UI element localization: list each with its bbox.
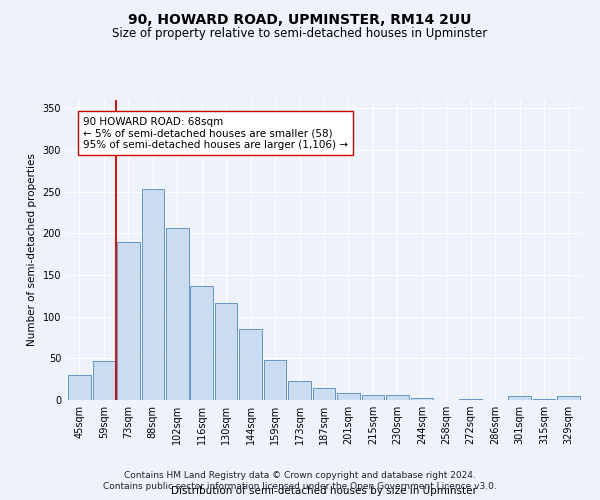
Bar: [239, 329, 262, 400]
Y-axis label: Number of semi-detached properties: Number of semi-detached properties: [27, 154, 37, 346]
Bar: [190, 286, 213, 400]
Bar: [362, 395, 384, 400]
Text: Contains HM Land Registry data © Crown copyright and database right 2024.: Contains HM Land Registry data © Crown c…: [124, 471, 476, 480]
Bar: [533, 399, 556, 400]
Bar: [557, 396, 580, 400]
Bar: [215, 304, 238, 400]
Text: 90 HOWARD ROAD: 68sqm
← 5% of semi-detached houses are smaller (58)
95% of semi-: 90 HOWARD ROAD: 68sqm ← 5% of semi-detac…: [83, 116, 348, 150]
Text: Contains public sector information licensed under the Open Government Licence v3: Contains public sector information licen…: [103, 482, 497, 491]
Bar: [142, 189, 164, 400]
Bar: [508, 396, 531, 400]
Bar: [166, 228, 188, 400]
Bar: [68, 375, 91, 400]
Bar: [264, 360, 286, 400]
Bar: [460, 399, 482, 400]
Text: Size of property relative to semi-detached houses in Upminster: Size of property relative to semi-detach…: [112, 28, 488, 40]
Bar: [313, 388, 335, 400]
Bar: [92, 361, 115, 400]
X-axis label: Distribution of semi-detached houses by size in Upminster: Distribution of semi-detached houses by …: [171, 486, 477, 496]
Bar: [337, 394, 360, 400]
Bar: [410, 398, 433, 400]
Bar: [288, 381, 311, 400]
Bar: [386, 395, 409, 400]
Bar: [117, 242, 140, 400]
Text: 90, HOWARD ROAD, UPMINSTER, RM14 2UU: 90, HOWARD ROAD, UPMINSTER, RM14 2UU: [128, 12, 472, 26]
